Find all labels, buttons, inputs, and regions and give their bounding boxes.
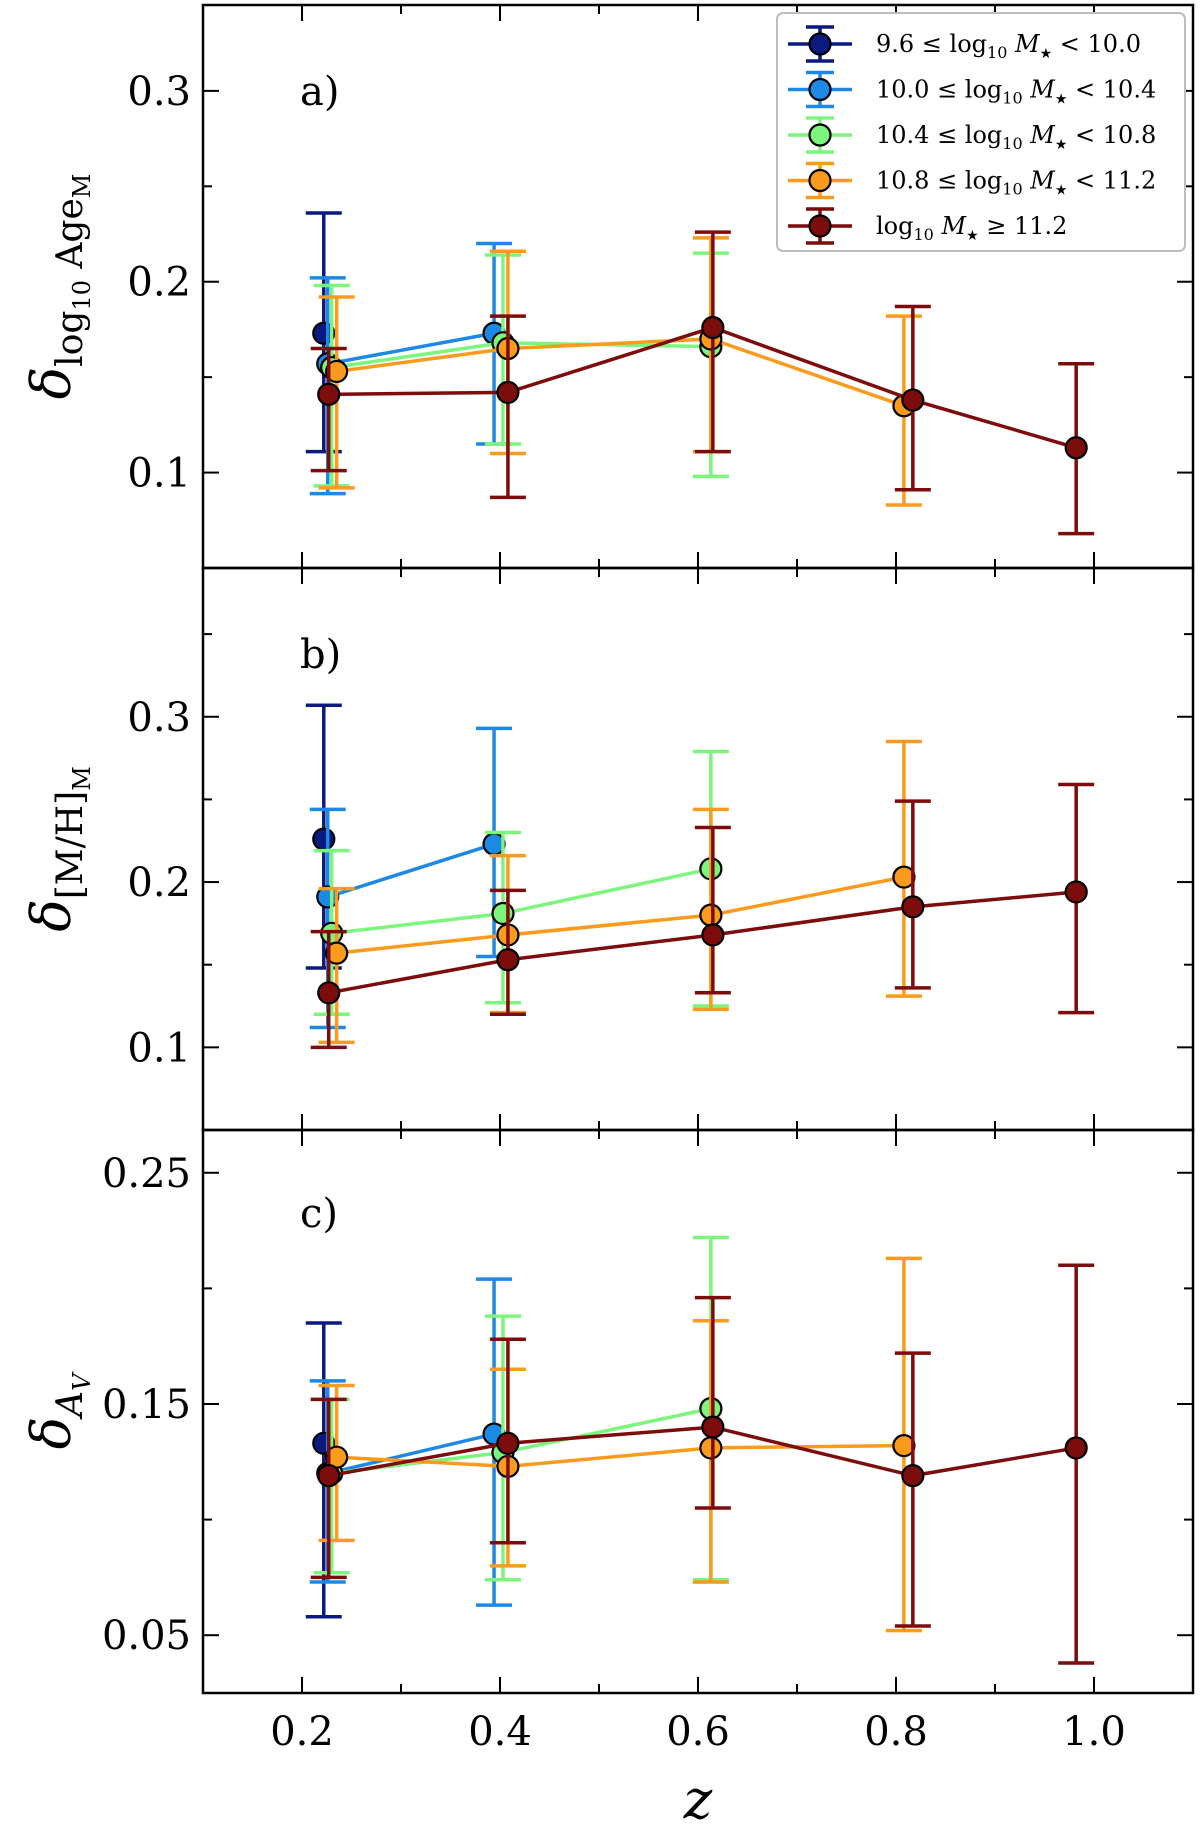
legend: 9.6 ≤ log10 M★ < 10.0 10.0 ≤ log10 M★ < 1… <box>776 12 1186 252</box>
y-tick-label: 0.3 <box>127 69 191 115</box>
series-line <box>327 331 495 366</box>
data-point <box>491 901 515 926</box>
series-s3 <box>313 251 729 488</box>
plot-root: 0.1 0.2 0.3 δlog10 AgeM a) 0.1 0.2 0.3 δ[M/H]M b)… <box>20 3 1195 1827</box>
data-point <box>699 1436 723 1460</box>
legend-item: 10.4 ≤ log10 M★ < 10.8 <box>788 116 1156 154</box>
panel-label: c) <box>300 1191 338 1237</box>
legend-marker <box>808 77 832 102</box>
data-point <box>312 827 336 851</box>
panel-label: b) <box>300 632 341 678</box>
x-tick-label: 0.4 <box>468 1709 532 1755</box>
legend-frame <box>776 12 1186 252</box>
data-point <box>901 1464 925 1488</box>
data-point <box>496 948 520 972</box>
y-tick-label: 0.1 <box>127 1025 191 1071</box>
series-s5 <box>310 1263 1095 1665</box>
data-point <box>1064 436 1088 460</box>
series-s5 <box>310 230 1095 536</box>
data-point <box>325 941 349 965</box>
legend-marker <box>808 168 832 193</box>
x-tick-label: 0.2 <box>270 1709 334 1755</box>
series-line <box>327 842 495 899</box>
y-axis-title: δlog10 AgeM <box>20 174 96 400</box>
legend-marker <box>808 214 832 238</box>
data-point <box>317 1464 341 1488</box>
axes-frame <box>201 566 1195 1132</box>
data-point <box>701 1415 725 1439</box>
series-s2 <box>309 726 513 1030</box>
legend-item: log10 M★ ≥ 11.2 <box>788 207 1067 245</box>
y-tick-label: 0.2 <box>127 860 191 906</box>
x-tick-label: 1.0 <box>1062 1709 1126 1755</box>
y-tick-label: 0.2 <box>127 260 191 306</box>
panel-3: 0.05 0.15 0.25 δAV c) <box>20 1128 1195 1695</box>
series-s2 <box>309 1277 513 1607</box>
data-point <box>325 359 349 384</box>
x-tick-label: 0.6 <box>666 1709 730 1755</box>
data-point <box>901 388 925 412</box>
series-s5 <box>310 782 1095 1050</box>
data-point <box>901 895 925 919</box>
series-s4 <box>318 739 922 1045</box>
series-line <box>336 875 905 955</box>
legend-item: 10.8 ≤ log10 M★ < 11.2 <box>788 161 1156 200</box>
data-point <box>701 923 725 947</box>
y-axis-title: δAV <box>20 1371 96 1450</box>
data-point <box>701 315 725 340</box>
legend-label: 10.8 ≤ log10 M★ < 11.2 <box>876 167 1156 199</box>
x-axis-title: z <box>683 1768 713 1827</box>
panel-1: 0.1 0.2 0.3 δlog10 AgeM a) <box>20 3 1195 570</box>
series-s4 <box>318 1256 922 1633</box>
series-line <box>327 1432 495 1476</box>
y-tick-label: 0.05 <box>102 1613 191 1659</box>
legend-item: 9.6 ≤ log10 M★ < 10.0 <box>788 25 1141 63</box>
panel-label: a) <box>300 69 339 115</box>
legend-marker <box>808 32 832 56</box>
panel-2: 0.1 0.2 0.3 δ[M/H]M b) <box>20 566 1195 1132</box>
data-point <box>317 382 341 406</box>
y-tick-label: 0.15 <box>102 1382 191 1428</box>
series-line <box>336 337 905 408</box>
y-tick-label: 0.3 <box>127 695 191 741</box>
legend-label: 9.6 ≤ log10 M★ < 10.0 <box>876 30 1141 62</box>
data-point <box>699 903 723 927</box>
y-tick-label: 0.25 <box>102 1151 191 1197</box>
legend-label: 10.0 ≤ log10 M★ < 10.4 <box>876 76 1156 108</box>
legend-item: 10.0 ≤ log10 M★ < 10.4 <box>788 70 1156 109</box>
data-point <box>317 981 341 1005</box>
y-tick-label: 0.1 <box>127 451 191 497</box>
data-point <box>496 380 520 405</box>
series-s3 <box>313 1235 729 1582</box>
legend-label: log10 M★ ≥ 11.2 <box>876 212 1067 244</box>
series-line <box>336 1443 904 1469</box>
data-point <box>1064 880 1088 904</box>
legend-label: 10.4 ≤ log10 M★ < 10.8 <box>876 121 1156 153</box>
x-tick-label: 0.8 <box>864 1709 928 1755</box>
y-axis-title: δ[M/H]M <box>20 766 96 932</box>
data-point <box>1064 1436 1088 1460</box>
legend-marker <box>808 123 832 147</box>
data-point <box>496 1431 520 1455</box>
